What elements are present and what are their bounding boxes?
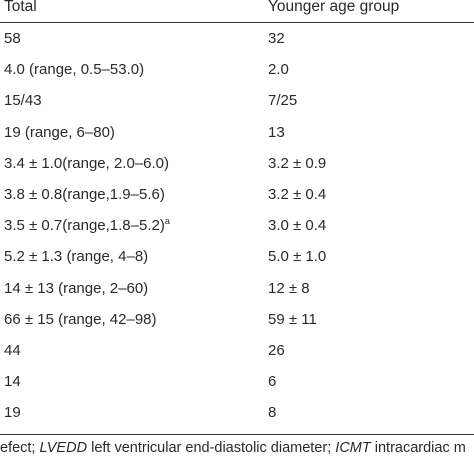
cell-total-value: 14 xyxy=(4,373,21,391)
table-row: 3.8 ± 0.8(range,1.9–5.6) 3.2 ± 0.4 xyxy=(0,179,474,210)
cell-younger-value: 3.0 ± 0.4 xyxy=(268,217,327,235)
cell-younger-value: 5.0 ± 1.0 xyxy=(268,248,327,266)
cell-younger: 12 ± 8 xyxy=(265,273,474,304)
data-table: Total Younger age group 58 32 4.0 (range, … xyxy=(0,0,474,429)
cell-total: 3.5 ± 0.7(range,1.8–5.2)a xyxy=(0,210,265,241)
cell-younger: 3.2 ± 0.9 xyxy=(265,148,474,179)
cell-total-value: 58 xyxy=(4,30,21,48)
table-body: 58 32 4.0 (range, 0.5–53.0) 2.0 15/43 7/25 19 … xyxy=(0,23,474,429)
cell-total: 19 xyxy=(0,397,265,428)
cell-total: 14 ± 13 (range, 2–60) xyxy=(0,273,265,304)
cell-total-value: 66 ± 15 (range, 42–98) xyxy=(4,310,157,328)
cell-younger: 2.0 xyxy=(265,54,474,85)
table-row: 19 8 xyxy=(0,397,474,428)
cell-total-value: 4.0 (range, 0.5–53.0) xyxy=(4,61,145,79)
cell-younger: 3.0 ± 0.4 xyxy=(265,210,474,241)
cell-total: 3.4 ± 1.0(range, 2.0–6.0) xyxy=(0,148,265,179)
table-row: 4.0 (range, 0.5–53.0) 2.0 xyxy=(0,54,474,85)
cell-total: 14 xyxy=(0,366,265,397)
header-younger-age-group: Younger age group xyxy=(265,0,474,23)
table-row: 66 ± 15 (range, 42–98) 59 ± 11 xyxy=(0,304,474,335)
cell-total: 66 ± 15 (range, 42–98) xyxy=(0,304,265,335)
cell-total: 4.0 (range, 0.5–53.0) xyxy=(0,54,265,85)
cell-younger-value: 8 xyxy=(268,404,277,422)
table-row: 44 26 xyxy=(0,335,474,366)
table-row: 14 6 xyxy=(0,366,474,397)
cell-total-value: 19 (range, 6–80) xyxy=(4,123,115,141)
cell-total: 5.2 ± 1.3 (range, 4–8) xyxy=(0,241,265,272)
footnote-text-3: intracardiac m xyxy=(370,440,466,456)
cell-younger: 32 xyxy=(265,23,474,55)
cell-younger: 26 xyxy=(265,335,474,366)
cell-total-value: 3.4 ± 1.0(range, 2.0–6.0) xyxy=(4,154,170,172)
cell-younger: 3.2 ± 0.4 xyxy=(265,179,474,210)
cell-total-value: 44 xyxy=(4,341,21,359)
cell-younger-value: 32 xyxy=(268,30,285,48)
cell-total: 44 xyxy=(0,335,265,366)
table-header-row: Total Younger age group xyxy=(0,0,474,23)
table-row: 3.4 ± 1.0(range, 2.0–6.0) 3.2 ± 0.9 xyxy=(0,148,474,179)
footnote-abbr-icmt: ICMT xyxy=(335,440,371,456)
table-row: 19 (range, 6–80) 13 xyxy=(0,117,474,148)
cell-younger: 13 xyxy=(265,117,474,148)
cell-total: 58 xyxy=(0,23,265,55)
cell-total-value: 3.5 ± 0.7(range,1.8–5.2) xyxy=(4,217,165,235)
cell-younger-value: 59 ± 11 xyxy=(268,310,317,328)
cell-younger: 5.0 ± 1.0 xyxy=(265,241,474,272)
cell-total-value: 14 ± 13 (range, 2–60) xyxy=(4,279,149,297)
cell-total-value: 5.2 ± 1.3 (range, 4–8) xyxy=(4,248,149,266)
cell-total-value: 3.8 ± 0.8(range,1.9–5.6) xyxy=(4,186,165,204)
cell-total: 19 (range, 6–80) xyxy=(0,117,265,148)
cell-younger-value: 2.0 xyxy=(268,61,289,79)
table-row: 5.2 ± 1.3 (range, 4–8) 5.0 ± 1.0 xyxy=(0,241,474,272)
cell-younger-value: 13 xyxy=(268,123,285,141)
cell-younger: 6 xyxy=(265,366,474,397)
cell-younger: 8 xyxy=(265,397,474,428)
cell-younger-value: 7/25 xyxy=(268,92,298,110)
header-total: Total xyxy=(0,0,265,23)
cell-younger-value: 3.2 ± 0.4 xyxy=(268,186,327,204)
cell-younger: 7/25 xyxy=(265,85,474,116)
footnote-marker: a xyxy=(164,216,170,227)
cell-younger-value: 6 xyxy=(268,373,277,391)
cell-younger-value: 3.2 ± 0.9 xyxy=(268,154,327,172)
footnote-text-1: efect; xyxy=(0,440,40,456)
cell-younger-value: 12 ± 8 xyxy=(268,279,310,297)
table-row: 15/43 7/25 xyxy=(0,85,474,116)
footnote-abbr-lvedd: LVEDD xyxy=(39,440,88,456)
cell-total-value: 19 xyxy=(4,404,21,422)
table-row: 58 32 xyxy=(0,23,474,55)
footnote-text-2: left ventricular end-diastolic diameter; xyxy=(87,440,336,456)
table-row: 14 ± 13 (range, 2–60) 12 ± 8 xyxy=(0,273,474,304)
table-row: 3.5 ± 0.7(range,1.8–5.2)a 3.0 ± 0.4 xyxy=(0,210,474,241)
cell-younger-value: 26 xyxy=(268,341,285,359)
data-table-container: Total Younger age group 58 32 4.0 (range, … xyxy=(0,0,474,429)
cell-total: 3.8 ± 0.8(range,1.9–5.6) xyxy=(0,179,265,210)
table-footnote: efect; LVEDD left ventricular end-diasto… xyxy=(0,434,474,458)
cell-total-value: 15/43 xyxy=(4,92,42,110)
cell-younger: 59 ± 11 xyxy=(265,304,474,335)
cell-total: 15/43 xyxy=(0,85,265,116)
